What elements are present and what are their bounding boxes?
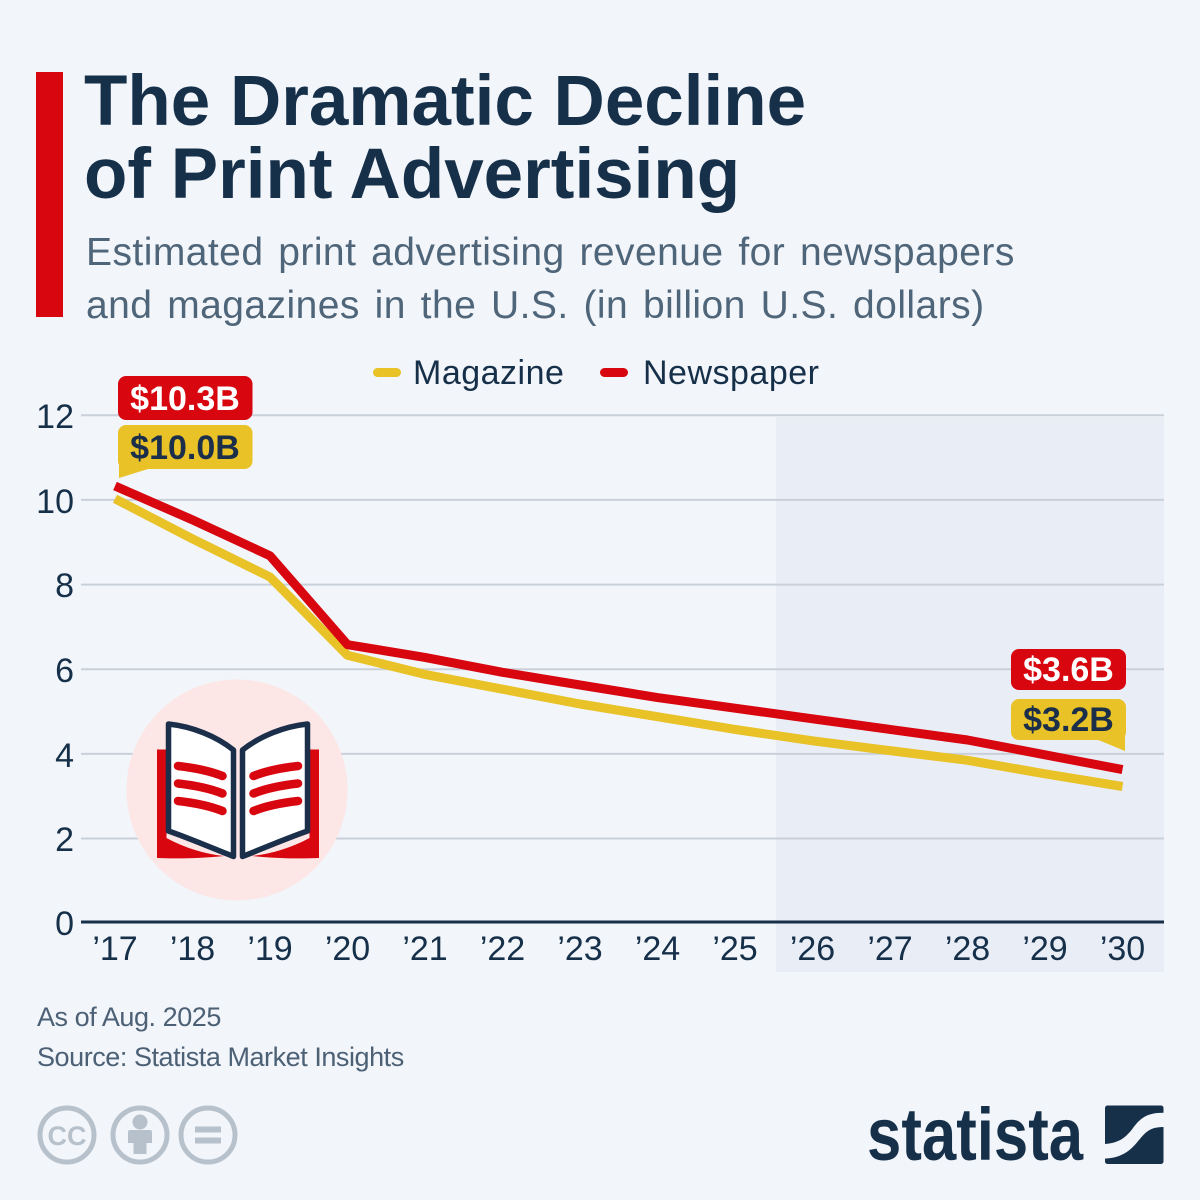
svg-text:’19: ’19: [247, 930, 292, 968]
svg-text:’18: ’18: [170, 930, 215, 968]
svg-text:’27: ’27: [867, 930, 912, 968]
svg-text:’26: ’26: [790, 930, 835, 968]
svg-text:$10.3B: $10.3B: [130, 380, 240, 418]
svg-text:’30: ’30: [1100, 930, 1145, 968]
svg-text:2: 2: [55, 821, 74, 859]
svg-text:’23: ’23: [557, 930, 602, 968]
svg-text:’20: ’20: [325, 930, 370, 968]
svg-text:$10.0B: $10.0B: [130, 429, 240, 467]
svg-text:’24: ’24: [635, 930, 680, 968]
svg-text:4: 4: [55, 737, 74, 775]
svg-text:’17: ’17: [92, 930, 137, 968]
svg-text:6: 6: [55, 652, 74, 690]
svg-text:0: 0: [55, 905, 74, 943]
svg-text:’25: ’25: [712, 930, 757, 968]
svg-text:$3.2B: $3.2B: [1023, 701, 1114, 739]
svg-text:12: 12: [36, 398, 74, 436]
svg-text:’22: ’22: [480, 930, 525, 968]
svg-text:10: 10: [36, 483, 74, 521]
svg-text:’29: ’29: [1022, 930, 1067, 968]
svg-text:’28: ’28: [945, 930, 990, 968]
svg-text:’21: ’21: [402, 930, 447, 968]
svg-text:8: 8: [55, 567, 74, 605]
svg-text:$3.6B: $3.6B: [1023, 651, 1114, 689]
svg-text:CC: CC: [48, 1121, 87, 1151]
